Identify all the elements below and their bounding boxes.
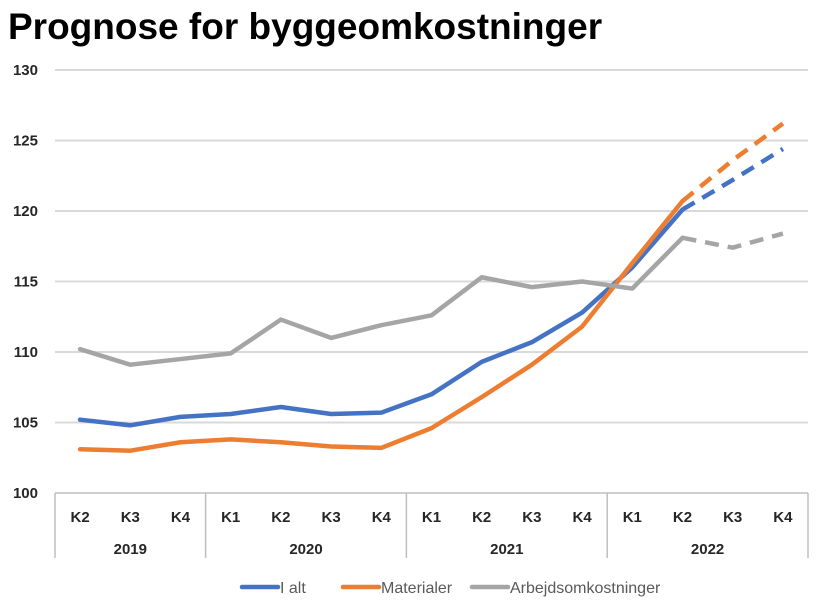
- y-tick-label-125: 125: [13, 133, 38, 150]
- series-forecast-line-materialer: [681, 121, 785, 203]
- y-tick-label-130: 130: [13, 62, 38, 79]
- x-tick-label-8: K1: [422, 509, 441, 526]
- x-tick-label-2: K3: [121, 509, 140, 526]
- x-tick-label-11: K4: [573, 509, 593, 526]
- x-tick-label-5: K2: [271, 509, 290, 526]
- series-line-arbejdsomkostninger: [77, 235, 685, 367]
- legend-label-i-alt: I alt: [280, 580, 306, 597]
- legend-label-arbejdsomkostninger: Arbejdsomkostninger: [510, 580, 661, 597]
- chart-title: Prognose for byggeomkostninger: [8, 6, 603, 47]
- y-tick-label-105: 105: [13, 415, 38, 432]
- x-tick-label-10: K3: [522, 509, 541, 526]
- y-tick-label-110: 110: [14, 344, 38, 361]
- y-tick-label-100: 100: [13, 485, 38, 502]
- year-label-2019: 2019: [114, 541, 147, 558]
- series-line-i-alt: [77, 207, 685, 428]
- y-tick-label-115: 115: [14, 274, 38, 291]
- series-forecast-line-i-alt: [681, 147, 785, 212]
- y-tick-label-120: 120: [13, 203, 38, 220]
- year-label-2020: 2020: [289, 541, 322, 558]
- year-label-2021: 2021: [490, 541, 523, 558]
- year-label-2022: 2022: [691, 541, 724, 558]
- x-tick-label-4: K1: [221, 509, 240, 526]
- legend-label-materialer: Materialer: [381, 580, 453, 597]
- x-tick-label-12: K1: [623, 509, 642, 526]
- x-tick-label-13: K2: [673, 509, 692, 526]
- x-tick-label-15: K4: [773, 509, 793, 526]
- x-tick-label-3: K4: [171, 509, 191, 526]
- x-tick-label-7: K4: [372, 509, 392, 526]
- series-line-materialer: [77, 198, 685, 453]
- x-tick-label-6: K3: [322, 509, 341, 526]
- x-tick-label-9: K2: [472, 509, 491, 526]
- series-forecast-line-arbejdsomkostninger: [682, 231, 784, 250]
- x-tick-label-1: K2: [71, 509, 90, 526]
- x-tick-label-14: K3: [723, 509, 742, 526]
